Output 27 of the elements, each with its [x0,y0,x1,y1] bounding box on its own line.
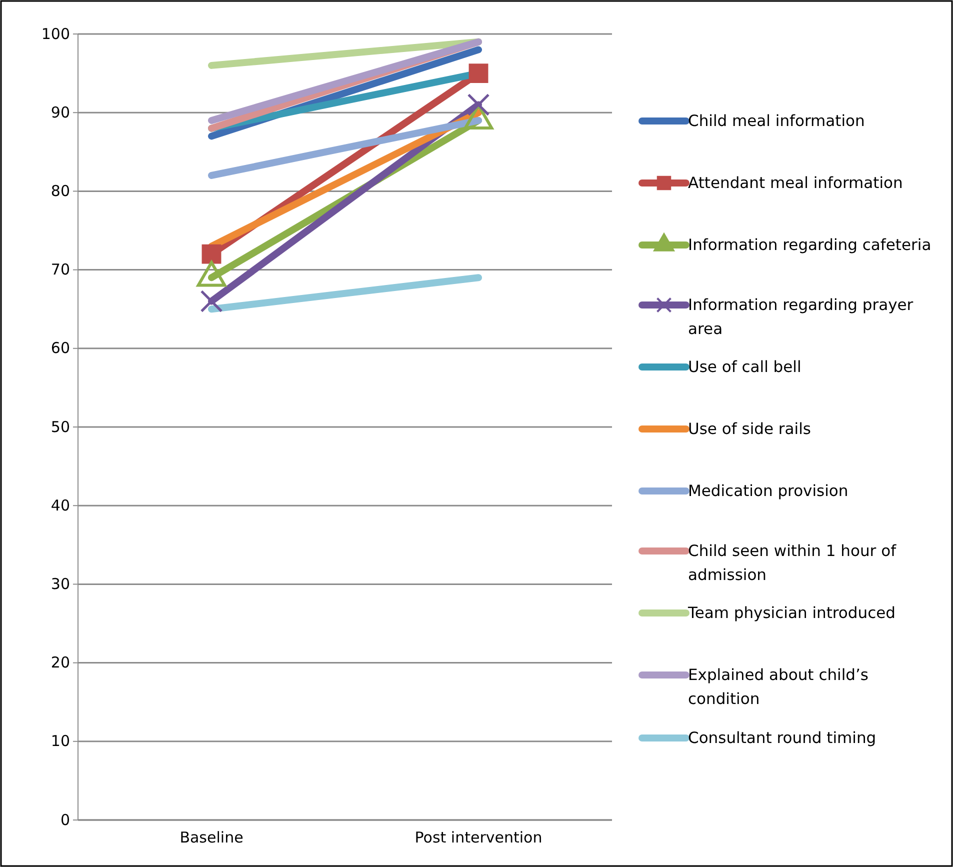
legend-label: Information regarding prayer area [688,296,914,338]
legend-label: Consultant round timing [688,729,876,747]
legend-label: Explained about child’s condition [688,666,868,708]
y-tick-label: 90 [50,103,70,122]
y-tick-label: 100 [41,24,70,43]
legend-label: Use of call bell [688,358,802,376]
point [200,290,223,312]
legend-label: Attendant meal information [688,174,903,192]
y-tick-label: 50 [50,418,70,436]
y-tick-label: 70 [50,260,70,279]
x-tick-label: Post intervention [414,828,542,847]
y-tick-label: 80 [50,182,70,200]
legend-label: Child seen within 1 hour of admission [688,542,897,584]
y-tick-label: 20 [50,654,70,672]
point [468,64,488,84]
legend-label: Use of side rails [688,420,811,438]
point [202,244,222,264]
legend-label: Information regarding cafeteria [688,236,932,254]
y-tick-label: 60 [50,339,70,358]
x-tick-label: Baseline [180,828,244,847]
y-tick-label: 0 [60,810,70,829]
y-tick-label: 10 [50,732,70,750]
legend-label: Child meal information [688,112,865,130]
y-tick-label: 30 [50,575,70,593]
y-tick-label: 40 [50,496,70,514]
legend-label: Medication provision [688,482,848,500]
legend-label: Team physician introduced [687,604,896,622]
